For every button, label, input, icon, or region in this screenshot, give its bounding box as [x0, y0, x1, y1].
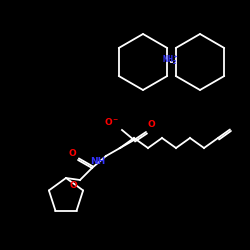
Text: $\mathregular{O^-}$: $\mathregular{O^-}$: [104, 116, 120, 127]
Text: O: O: [68, 149, 76, 158]
Text: O: O: [69, 181, 77, 190]
Text: $\mathregular{NH_2^+}$: $\mathregular{NH_2^+}$: [162, 53, 179, 67]
Text: NH: NH: [90, 157, 105, 166]
Text: O: O: [147, 120, 155, 129]
